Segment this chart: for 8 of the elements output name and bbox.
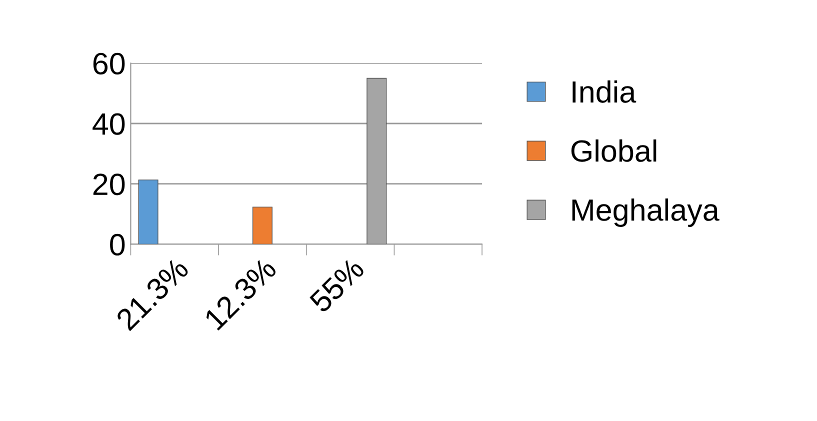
x-tick-label: 55%	[308, 256, 366, 314]
legend-label: India	[572, 80, 636, 103]
legend-label: Meghalaya	[572, 198, 720, 227]
y-tick-label: 0	[110, 234, 125, 256]
legend-label: Global	[571, 139, 656, 162]
y-tick-label: 20	[93, 174, 125, 196]
y-tick-label: 60	[93, 52, 125, 75]
y-tick-label: 40	[92, 113, 125, 135]
